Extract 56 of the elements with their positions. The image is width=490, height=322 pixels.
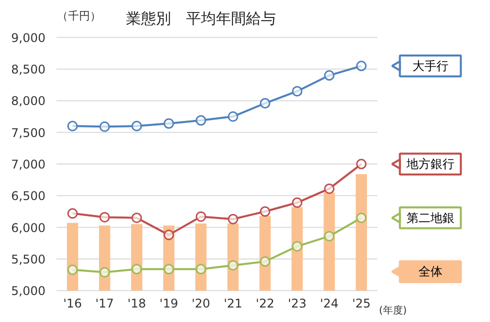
point xyxy=(67,264,78,275)
point xyxy=(99,267,110,278)
x-tick-label: '20 xyxy=(192,296,210,310)
legend-label: 地方銀行 xyxy=(405,157,454,172)
legend-label: 第二地銀 xyxy=(406,210,454,225)
point xyxy=(196,115,206,126)
y-axis-title: （千円） xyxy=(57,9,102,22)
point xyxy=(164,230,174,240)
point xyxy=(164,118,174,129)
x-tick-label: '22 xyxy=(256,296,274,310)
y-tick-label: 7,500 xyxy=(11,126,46,140)
point xyxy=(324,183,335,194)
point xyxy=(67,208,78,219)
point xyxy=(67,120,78,132)
x-tick-label: '25 xyxy=(352,296,371,310)
point xyxy=(356,60,367,72)
y-tick-label: 5,500 xyxy=(11,252,46,266)
point xyxy=(324,70,335,81)
point xyxy=(260,206,270,217)
x-tick-label: '21 xyxy=(224,296,242,310)
y-tick-label: 5,000 xyxy=(11,284,46,298)
point xyxy=(131,212,142,224)
point xyxy=(196,264,206,274)
legend-label: 大手行 xyxy=(412,58,448,73)
point xyxy=(292,197,302,208)
point xyxy=(99,121,110,132)
point xyxy=(292,86,302,96)
point xyxy=(260,98,270,108)
point xyxy=(228,260,238,271)
point xyxy=(196,211,206,222)
y-tick-label: 7,000 xyxy=(11,158,46,172)
point xyxy=(164,264,174,274)
point xyxy=(260,256,270,267)
point xyxy=(356,212,367,224)
point xyxy=(292,241,302,252)
x-axis-title: (年度) xyxy=(379,304,407,316)
y-tick-label: 8,500 xyxy=(11,62,46,77)
x-tick-label: '19 xyxy=(160,296,178,310)
point xyxy=(99,212,110,222)
x-tick-label: '16 xyxy=(63,296,82,310)
point xyxy=(324,230,335,242)
y-tick-label: 9,000 xyxy=(11,30,46,45)
x-tick-label: '18 xyxy=(127,296,146,310)
x-tick-label: '23 xyxy=(288,296,306,310)
point xyxy=(356,158,367,170)
point xyxy=(131,120,142,132)
y-tick-label: 6,500 xyxy=(11,189,46,204)
point xyxy=(228,111,238,122)
y-tick-label: 6,000 xyxy=(11,220,46,235)
x-tick-label: '17 xyxy=(95,296,114,310)
legend-label: 全体 xyxy=(418,264,442,279)
point xyxy=(228,214,238,224)
chart-title: 業態別 平均年間給与 xyxy=(126,9,276,28)
x-tick-label: '24 xyxy=(320,296,339,310)
y-tick-label: 8,000 xyxy=(11,94,46,108)
point xyxy=(131,264,142,274)
